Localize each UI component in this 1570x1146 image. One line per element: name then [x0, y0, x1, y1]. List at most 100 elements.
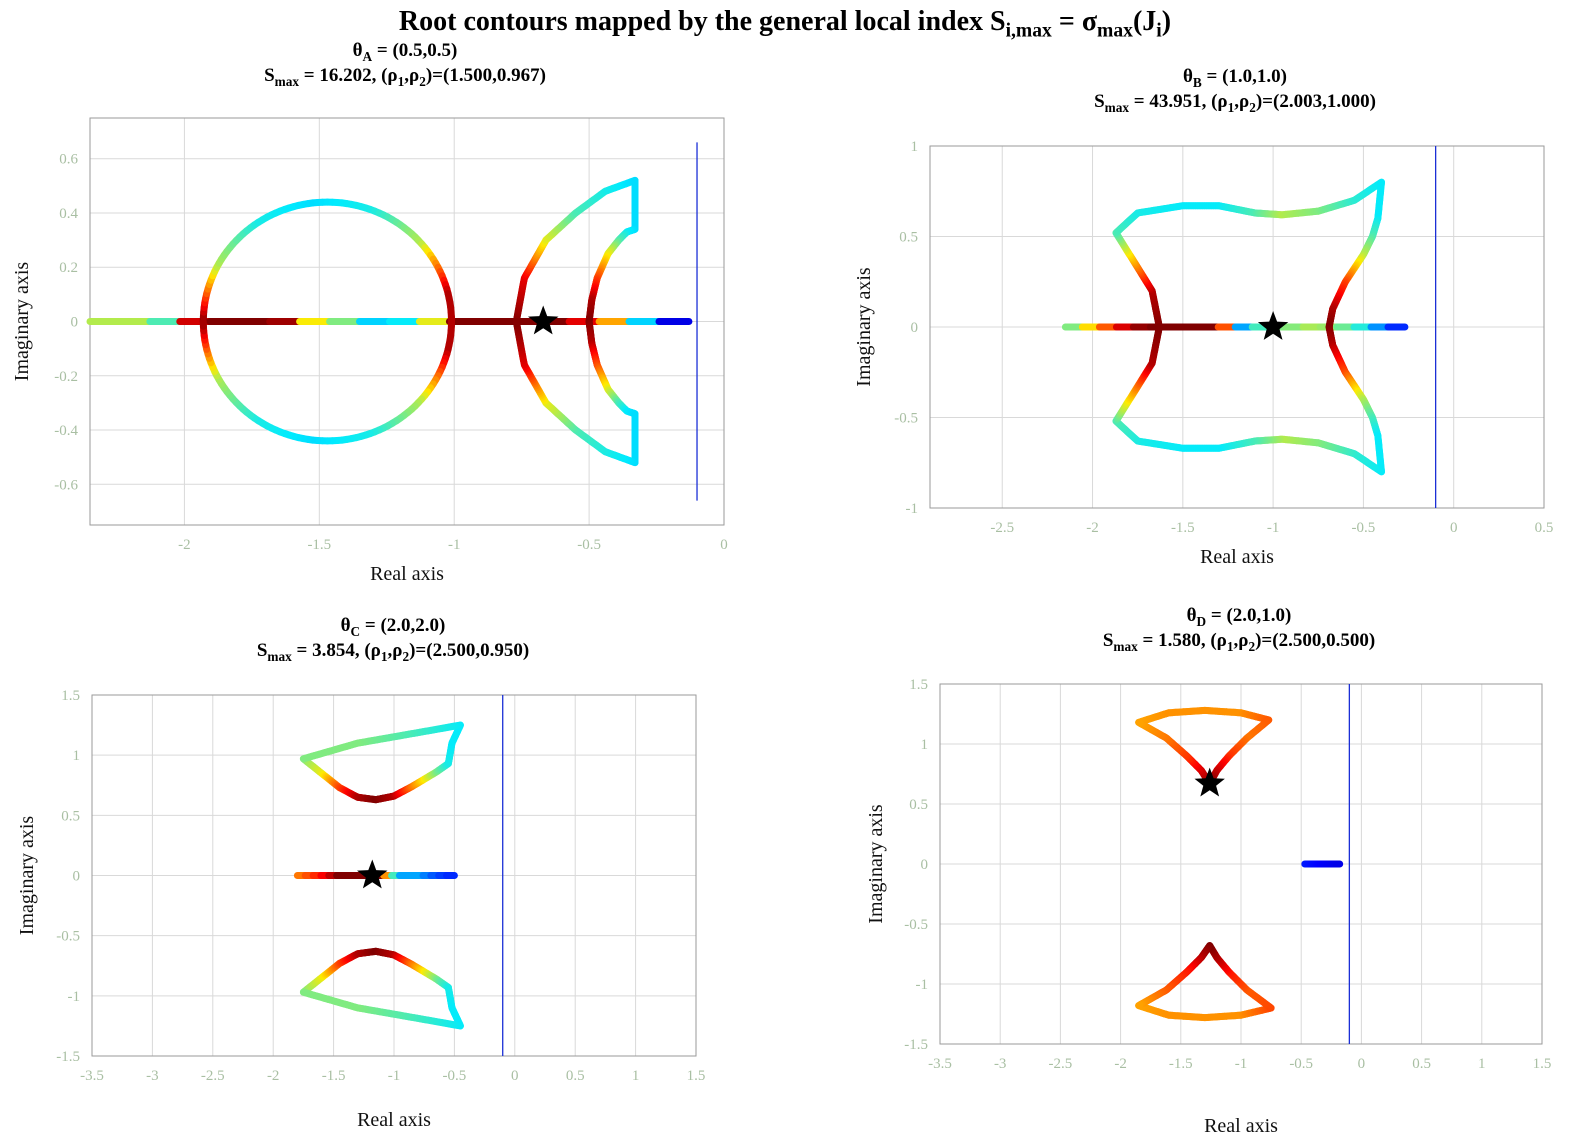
panel-c-theta: θC = (2.0,2.0) [340, 615, 446, 639]
panel-a-smax: Smax = 16.202, (ρ1,ρ2)=(1.500,0.967) [264, 64, 546, 89]
panel-a-ytick-label: -0.2 [54, 369, 78, 385]
panel-d-star-marker [1194, 767, 1225, 797]
panel-a-xtick-label: -0.5 [577, 537, 601, 553]
panel-c-ytick-label: 1.5 [61, 688, 80, 704]
panel-d-xtick-label: -0.5 [1289, 1056, 1313, 1072]
panel-c-xtick-label: -2.5 [201, 1068, 225, 1084]
panel-a-theta: θA = (0.5,0.5) [352, 40, 458, 64]
panel-a-ytick-label: 0.6 [59, 152, 78, 168]
panel-b-ytick-label: -1 [906, 501, 919, 517]
panel-d-xtick-label: -2 [1114, 1056, 1127, 1072]
panel-d-xtick-label: -1 [1235, 1056, 1248, 1072]
panel-a-xlabel: Real axis [370, 563, 444, 585]
panel-b-xtick-label: -0.5 [1352, 520, 1376, 536]
panel-b-xlabel: Real axis [1200, 546, 1274, 568]
panel-b-xtick-label: -2.5 [990, 520, 1014, 536]
panel-d-ytick-label: 1.5 [909, 677, 928, 693]
panel-d-ytick-label: -1 [916, 977, 929, 993]
panel-d-frame [939, 683, 1543, 1045]
panel-a-title: θA = (0.5,0.5) Smax = 16.202, (ρ1,ρ2)=(1… [150, 40, 660, 90]
panel-c-xtick-label: -3 [146, 1068, 159, 1084]
panel-d-plot: -3.5 -3 -2.5 -2 -1.5 -1 -0.5 0 0.5 1 1.5 -1.5 -1 -0.5… [904, 677, 1551, 1072]
panel-c-ytick-label: 1 [73, 748, 81, 764]
panel-c-ytick-label: -0.5 [56, 929, 80, 945]
panel-c-xtick-label: 0.5 [566, 1068, 585, 1084]
panel-c-xtick-label: -3.5 [80, 1068, 104, 1084]
panel-d-xtick-label: -1.5 [1169, 1056, 1193, 1072]
panel-c-xtick-label: -2 [267, 1068, 280, 1084]
panel-d-xtick-label: 1.5 [1533, 1056, 1552, 1072]
panel-a-star-marker [528, 305, 559, 335]
panel-c-contours [293, 721, 464, 1030]
panel-c-smax: Smax = 3.854, (ρ1,ρ2)=(2.500,0.950) [256, 639, 530, 664]
panel-c-xlabel: Real axis [357, 1109, 431, 1131]
panel-d-xtick-label: 0.5 [1412, 1056, 1431, 1072]
panel-d-xtick-label: 1 [1478, 1056, 1486, 1072]
panel-a-ylabel: Imaginary axis [11, 262, 33, 382]
panel-a-ytick-label: 0 [71, 315, 79, 331]
panel-c-xtick-label: 0 [511, 1068, 519, 1084]
panel-b-ytick-label: -0.5 [894, 411, 918, 427]
panel-b-smax: Smax = 43.951, (ρ1,ρ2)=(2.003,1.000) [1094, 90, 1376, 115]
panel-b-xtick-label: -1 [1267, 520, 1280, 536]
panel-c-ytick-label: -1.5 [56, 1049, 80, 1065]
contour-segment [1135, 718, 1144, 727]
panel-c-xtick-label: -0.5 [443, 1068, 467, 1084]
panel-b-theta: θB = (1.0,1.0) [1182, 66, 1288, 90]
panel-d-ytick-label: -1.5 [904, 1037, 928, 1053]
panel-b-ytick-label: 1 [911, 139, 919, 155]
panel-d-xtick-label: -3.5 [928, 1056, 952, 1072]
panel-d-smax: Smax = 1.580, (ρ1,ρ2)=(2.500,0.500) [1102, 629, 1376, 654]
panel-d-ytick-label: -0.5 [904, 917, 928, 933]
panel-b-contours [1061, 178, 1409, 476]
panel-b-xtick-label: -1.5 [1171, 520, 1195, 536]
panel-c-ytick-label: -1 [68, 989, 81, 1005]
panel-a-ytick-label: -0.6 [54, 477, 78, 493]
panel-c-xtick-label: 1.5 [687, 1068, 706, 1084]
panel-c-xtick-label: -1 [388, 1068, 401, 1084]
panel-c-xtick-label: 1 [632, 1068, 640, 1084]
panel-b-xtick-label: 0.5 [1535, 520, 1554, 536]
panel-a-xtick-label: -1.5 [307, 537, 331, 553]
figure-title-text: Root contours mapped by the general loca… [398, 6, 1172, 42]
panel-b-ylabel: Imaginary axis [853, 267, 875, 387]
contour-segment [299, 754, 310, 763]
panel-a-ytick-label: -0.4 [54, 423, 78, 439]
panel-a-xtick-label: -1 [448, 537, 461, 553]
panel-d-title: θD = (2.0,1.0) Smax = 1.580, (ρ1,ρ2)=(2.… [984, 605, 1494, 655]
panel-d-xtick-label: -3 [994, 1056, 1007, 1072]
panel-d-ytick-label: 0.5 [909, 797, 928, 813]
panel-b-ytick-label: 0.5 [899, 230, 918, 246]
panel-a-ytick-label: 0.2 [59, 260, 78, 276]
panel-c-ytick-label: 0.5 [61, 808, 80, 824]
figure-title: Root contours mapped by the general loca… [0, 6, 1570, 43]
panel-a-ytick-label: 0.4 [59, 206, 78, 222]
panel-b-xtick-label: 0 [1450, 520, 1458, 536]
panel-b-ytick-label: 0 [911, 320, 919, 336]
panel-b-title: θB = (1.0,1.0) Smax = 43.951, (ρ1,ρ2)=(2… [980, 66, 1490, 116]
panel-b-xtick-label: -2 [1086, 520, 1099, 536]
contour-segment [1135, 1001, 1144, 1010]
panel-c-plot: -3.5 -3 -2.5 -2 -1.5 -1 -0.5 0 0.5 1 1.5 -1.5 -1 -0.5… [56, 688, 705, 1084]
contour-segment [299, 988, 310, 997]
panel-c-title: θC = (2.0,2.0) Smax = 3.854, (ρ1,ρ2)=(2.… [138, 615, 648, 665]
panel-d-ytick-label: 0 [921, 857, 929, 873]
panel-a-xtick-label: 0 [720, 537, 728, 553]
panel-d-xtick-label: 0 [1358, 1056, 1366, 1072]
panel-d-ylabel: Imaginary axis [865, 804, 887, 924]
panel-a-contours [86, 176, 693, 467]
panel-c-xtick-label: -1.5 [322, 1068, 346, 1084]
panel-c-ylabel: Imaginary axis [16, 816, 38, 936]
panel-d-xlabel: Real axis [1204, 1115, 1278, 1137]
panel-c-frame [91, 694, 697, 1057]
panel-d-ytick-label: 1 [921, 737, 929, 753]
panel-b-plot: -2.5 -2 -1.5 -1 -0.5 0 0.5 -1 -0.5 0 0.5 1 [894, 139, 1553, 536]
panel-b-star-marker [1257, 311, 1289, 340]
panel-a-xtick-label: -2 [178, 537, 191, 553]
panel-d-theta: θD = (2.0,1.0) [1186, 605, 1292, 629]
panel-a-plot: -2 -1.5 -1 -0.5 0 -0.6 -0.4 -0.2 0 0.2 0.4 0.6 [54, 117, 728, 553]
panel-c-ytick-label: 0 [73, 869, 81, 885]
panel-d-xtick-label: -2.5 [1049, 1056, 1073, 1072]
panel-b-frame [929, 145, 1545, 509]
